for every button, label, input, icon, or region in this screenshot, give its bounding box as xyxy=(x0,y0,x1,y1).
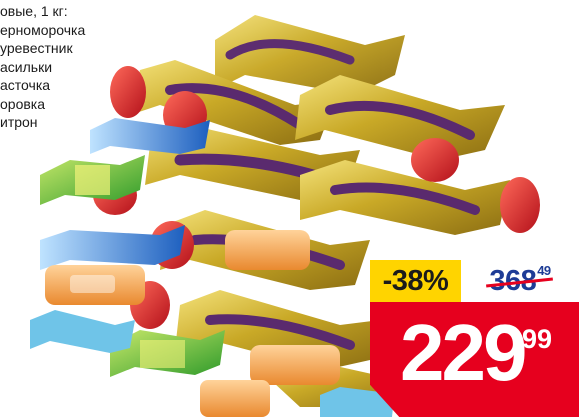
blue-candy xyxy=(40,225,185,270)
red-candy xyxy=(110,66,146,118)
new-price-main: 229 xyxy=(400,308,527,397)
orange-candy xyxy=(45,265,145,305)
product-heading: овые, 1 кг: xyxy=(0,3,68,19)
gold-candy xyxy=(130,60,335,145)
orange-candy xyxy=(200,380,270,417)
product-item: асточка xyxy=(0,77,51,93)
gold-candy xyxy=(295,75,505,160)
product-list: овые, 1 кг: ерноморочка уревестник асиль… xyxy=(0,2,85,132)
orange-candy xyxy=(225,230,310,270)
orange-candy xyxy=(250,345,340,385)
blue-candy xyxy=(90,118,210,154)
new-price-cents: 99 xyxy=(522,324,553,354)
product-item: итрон xyxy=(0,114,38,130)
discount-badge: -38% xyxy=(370,260,461,302)
green-candy xyxy=(40,155,145,205)
gold-candy xyxy=(300,160,510,235)
gold-candy xyxy=(215,15,405,95)
old-price-cents: 49 xyxy=(537,262,551,278)
new-price-banner: 229 99 xyxy=(370,302,579,417)
red-candy xyxy=(500,177,540,233)
lightblue-candy xyxy=(320,387,395,417)
product-item: оровка xyxy=(0,95,46,112)
lightblue-candy xyxy=(30,310,135,353)
red-candy xyxy=(411,138,459,182)
old-price: 36849 xyxy=(486,262,554,298)
product-item: асильки xyxy=(0,58,53,75)
old-price-box: 36849 xyxy=(461,260,579,302)
product-item: уревестник xyxy=(0,40,73,56)
product-item: ерноморочка xyxy=(0,21,86,38)
green-candy xyxy=(110,330,225,377)
